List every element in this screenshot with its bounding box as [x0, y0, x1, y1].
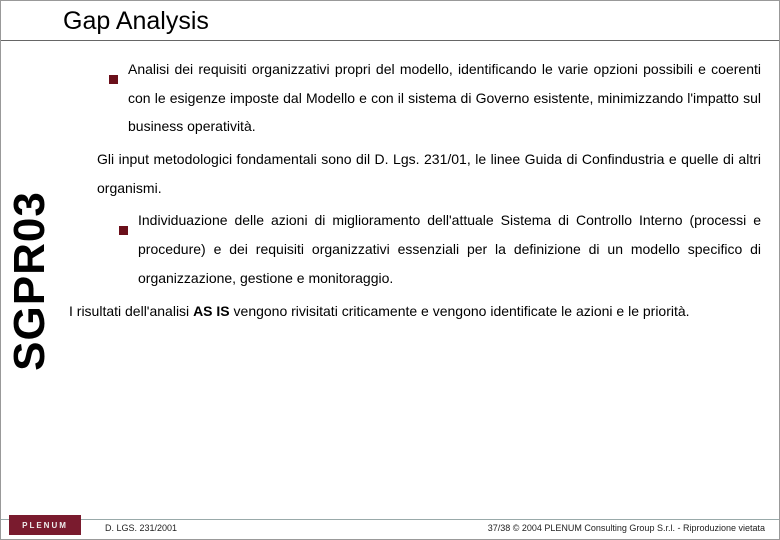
footer-left-text: D. LGS. 231/2001 — [105, 523, 177, 533]
content: SGPR03 Analisi dei requisiti organizzati… — [1, 41, 779, 497]
footer-divider — [1, 519, 779, 520]
vertical-code-label: SGPR03 — [3, 161, 57, 401]
bold-text: AS IS — [193, 303, 230, 319]
text-run: vengono rivisitati criticamente e vengon… — [230, 303, 690, 319]
logo: PLENUM — [9, 515, 81, 535]
bullet-item: Individuazione delle azioni di miglioram… — [61, 206, 761, 292]
footer-right-text: 37/38 © 2004 PLENUM Consulting Group S.r… — [488, 523, 765, 533]
slide-title: Gap Analysis — [63, 7, 779, 40]
bullet-text: Individuazione delle azioni di miglioram… — [138, 206, 761, 292]
footer: PLENUM D. LGS. 231/2001 37/38 © 2004 PLE… — [1, 497, 779, 539]
vertical-code-text: SGPR03 — [5, 191, 55, 371]
text-run: I risultati dell'analisi — [69, 303, 193, 319]
title-area: Gap Analysis — [1, 1, 779, 41]
bullet-item: Analisi dei requisiti organizzativi prop… — [61, 55, 761, 141]
paragraph: I risultati dell'analisi AS IS vengono r… — [69, 297, 761, 326]
slide: Gap Analysis SGPR03 Analisi dei requisit… — [0, 0, 780, 540]
square-bullet-icon — [109, 65, 118, 74]
body-text: Analisi dei requisiti organizzativi prop… — [61, 55, 761, 497]
square-bullet-icon — [119, 216, 128, 225]
bullet-text: Analisi dei requisiti organizzativi prop… — [128, 55, 761, 141]
paragraph: Gli input metodologici fondamentali sono… — [97, 145, 761, 202]
